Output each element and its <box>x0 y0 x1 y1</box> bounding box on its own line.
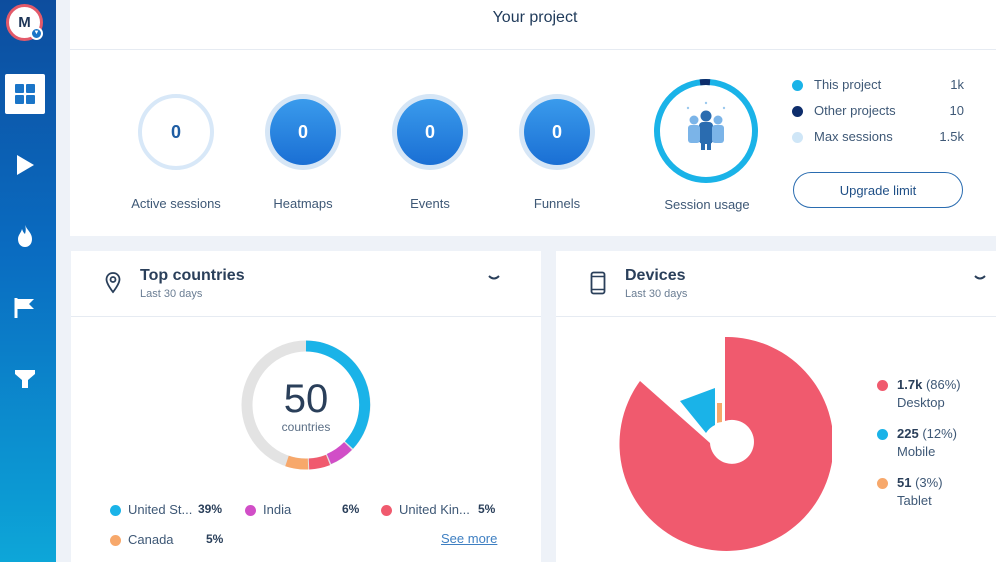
legend-item-this-project: This project 1k <box>792 77 964 95</box>
legend-dot <box>877 429 888 440</box>
legend-dot <box>110 535 121 546</box>
project-card: Your project 0 Active sessions 0 Heatmap… <box>70 0 996 236</box>
metric-label: Funnels <box>533 196 581 211</box>
sidebar-item-recordings[interactable] <box>5 145 45 185</box>
chevron-down-icon: ▼ <box>30 27 43 40</box>
play-icon <box>17 155 34 175</box>
legend-dot <box>245 505 256 516</box>
pie-slice-mobile <box>680 388 715 433</box>
metric-heatmaps[interactable]: 0 Heatmaps <box>238 94 368 211</box>
mobile-device-icon <box>590 271 606 295</box>
avatar[interactable]: M ▼ <box>6 4 43 41</box>
dashboard-icon <box>15 84 35 104</box>
avatar-initial: M <box>18 14 31 31</box>
legend-dot <box>381 505 392 516</box>
country-name: India <box>263 502 292 517</box>
sidebar-item-funnels[interactable] <box>5 359 45 399</box>
metric-funnels[interactable]: 0 Funnels <box>492 94 622 211</box>
metric-value: 0 <box>424 121 435 142</box>
device-value: 225 <box>897 426 919 441</box>
metric-ring: 0 <box>265 94 341 170</box>
metric-value: 0 <box>551 121 562 142</box>
upgrade-limit-button[interactable]: Upgrade limit <box>793 172 963 208</box>
pie-slice-desktop <box>619 337 832 551</box>
country-name: United Kin... <box>399 502 470 517</box>
card-subtitle: Last 30 days <box>625 288 688 300</box>
device-value: 51 <box>897 475 912 490</box>
legend-label: This project <box>814 77 882 92</box>
legend-item-other-projects: Other projects 10 <box>792 103 964 121</box>
chevron-down-icon[interactable] <box>487 273 501 283</box>
country-item: United Kin... 5% <box>381 502 501 520</box>
metric-events[interactable]: 0 Events <box>365 94 495 211</box>
device-name: Mobile <box>897 444 936 459</box>
legend-label: Other projects <box>814 103 896 118</box>
card-header: Devices Last 30 days <box>556 251 996 317</box>
device-pct: (3%) <box>915 475 943 490</box>
country-pct: 6% <box>342 502 360 516</box>
legend-dot <box>792 132 803 143</box>
metric-label: Events <box>410 196 450 211</box>
metric-label: Heatmaps <box>273 196 333 211</box>
metric-ring: 0 <box>519 94 595 170</box>
device-name: Desktop <box>897 395 945 410</box>
devices-card: Devices Last 30 days 1.7k (86%) Desktop … <box>556 251 996 562</box>
location-pin-icon <box>105 272 121 294</box>
country-item: Canada 5% <box>110 532 224 550</box>
sidebar-item-dashboard[interactable] <box>5 74 45 114</box>
legend-value: 1k <box>950 77 964 92</box>
legend-dot <box>792 106 803 117</box>
country-pct: 39% <box>198 502 223 516</box>
country-pct: 5% <box>478 502 496 516</box>
sidebar-item-events[interactable] <box>5 288 45 328</box>
countries-total: 50 <box>283 377 329 421</box>
card-header: Top countries Last 30 days <box>71 251 541 317</box>
device-pct: (12%) <box>922 426 958 441</box>
device-name: Tablet <box>897 493 932 508</box>
country-name: Canada <box>128 532 174 547</box>
country-item: United St... 39% <box>110 502 224 520</box>
chevron-down-icon[interactable] <box>973 273 987 283</box>
card-title: Top countries <box>140 267 245 284</box>
country-pct: 5% <box>206 532 224 546</box>
legend-label: Max sessions <box>814 129 893 144</box>
country-name: United St... <box>128 502 193 517</box>
project-header: Your project <box>70 0 996 50</box>
pie-slice-tablet <box>717 403 722 423</box>
top-countries-card: Top countries Last 30 days 50 countries … <box>71 251 541 562</box>
countries-unit: countries <box>281 420 331 434</box>
page-title: Your project <box>492 9 578 26</box>
legend-dot <box>110 505 121 516</box>
funnel-icon <box>15 370 35 388</box>
legend-value: 1.5k <box>939 129 964 144</box>
device-value: 1.7k <box>897 377 923 392</box>
metric-ring: 0 <box>392 94 468 170</box>
card-title: Devices <box>625 267 686 284</box>
flag-icon <box>14 298 34 318</box>
legend-value: 10 <box>949 103 964 118</box>
card-subtitle: Last 30 days <box>140 288 203 300</box>
session-usage-label: Session usage <box>664 197 750 212</box>
metric-value: 0 <box>297 121 308 142</box>
see-more-link[interactable]: See more <box>441 531 498 546</box>
device-pct: (86%) <box>925 377 961 392</box>
legend-dot <box>877 478 888 489</box>
sidebar-item-heatmaps[interactable] <box>5 216 45 256</box>
country-item: India 6% <box>245 502 365 520</box>
session-usage-ring <box>654 79 758 183</box>
legend-dot <box>792 80 803 91</box>
flame-icon <box>18 225 32 247</box>
metric-ring: 0 <box>138 94 214 170</box>
legend-item-max-sessions: Max sessions 1.5k <box>792 129 964 147</box>
sidebar: M ▼ <box>0 0 56 562</box>
legend-dot <box>877 380 888 391</box>
group-users-icon <box>686 101 726 150</box>
metric-label: Active sessions <box>131 196 221 211</box>
metric-value: 0 <box>170 121 181 142</box>
countries-donut <box>241 340 371 470</box>
metric-active-sessions[interactable]: 0 Active sessions <box>111 94 241 211</box>
devices-pie <box>619 337 832 551</box>
